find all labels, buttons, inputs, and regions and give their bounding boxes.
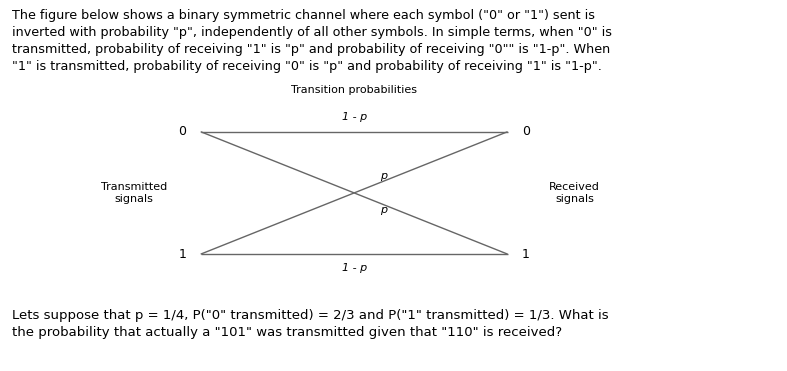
Text: p: p — [380, 171, 388, 181]
Text: 0: 0 — [522, 125, 530, 138]
Text: Transmitted
signals: Transmitted signals — [101, 182, 167, 204]
Text: Received
signals: Received signals — [549, 182, 600, 204]
Text: 1: 1 — [522, 247, 530, 261]
Text: p: p — [380, 205, 388, 214]
Text: The figure below shows a binary symmetric channel where each symbol ("0" or "1"): The figure below shows a binary symmetri… — [12, 9, 611, 73]
Text: Lets suppose that p = 1/4, P("0" transmitted) = 2/3 and P("1" transmitted) = 1/3: Lets suppose that p = 1/4, P("0" transmi… — [12, 309, 608, 339]
Text: 1 - p: 1 - p — [342, 263, 367, 273]
Text: 1: 1 — [179, 247, 187, 261]
Text: 0: 0 — [179, 125, 187, 138]
Text: Transition probabilities: Transition probabilities — [291, 85, 417, 95]
Text: 1 - p: 1 - p — [342, 112, 367, 122]
